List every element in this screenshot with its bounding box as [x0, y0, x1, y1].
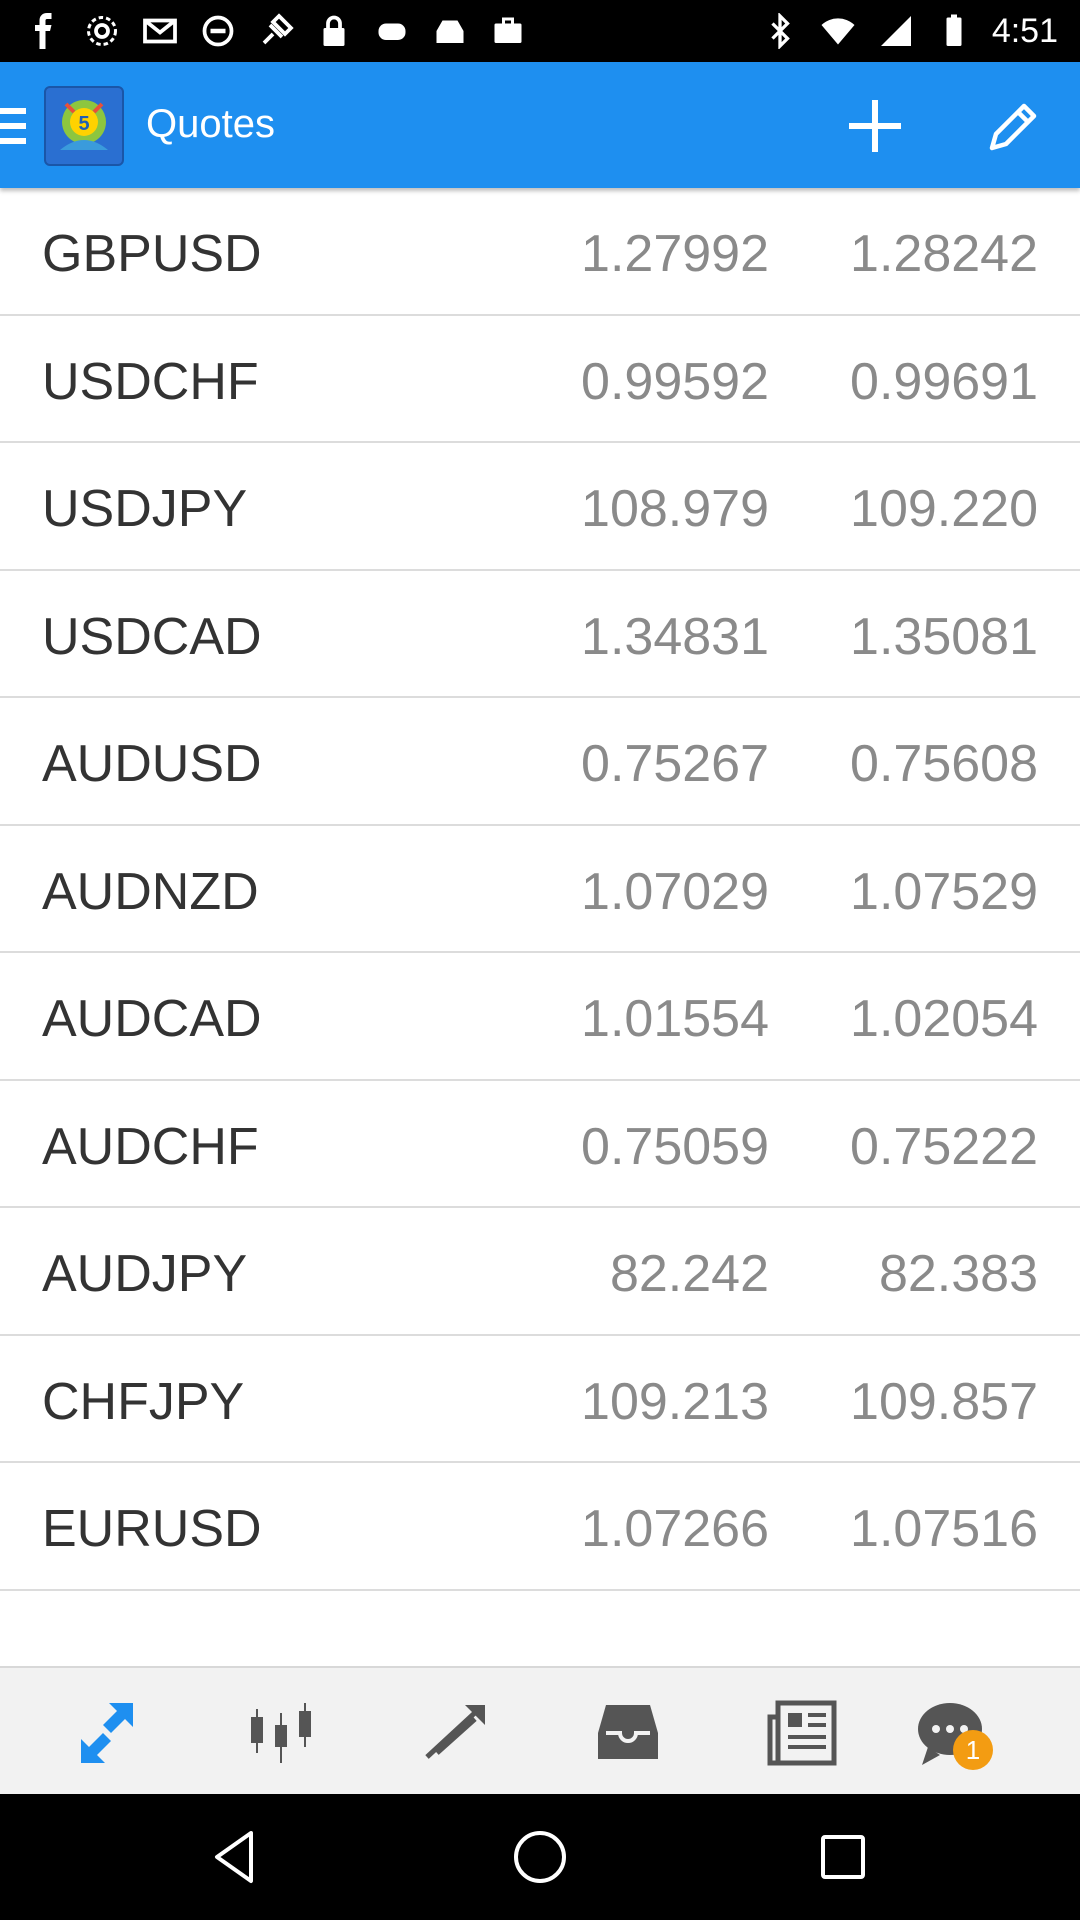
inbox-check-icon [430, 11, 470, 51]
quote-row-usdchf[interactable]: USDCHF 0.99592 0.99691 [0, 316, 1080, 443]
home-button[interactable] [505, 1822, 575, 1892]
nav-charts-button[interactable] [236, 1688, 326, 1778]
bottom-navigation: 1 [0, 1666, 1080, 1794]
wifi-icon [818, 11, 858, 51]
trade-icon [425, 1705, 485, 1759]
ask-price: 0.75608 [850, 735, 1038, 793]
ask-price: 0.99691 [850, 352, 1038, 411]
recents-square-icon [821, 1835, 865, 1879]
quote-row-audjpy[interactable]: AUDJPY 82.242 82.383 [0, 1208, 1080, 1336]
symbol-name: USDJPY [42, 480, 248, 538]
back-button[interactable] [202, 1822, 272, 1892]
symbol-name: AUDCAD [42, 990, 262, 1048]
quote-row-audusd[interactable]: AUDUSD 0.75267 0.75608 [0, 698, 1080, 826]
notification-icons [24, 10, 528, 52]
ask-price: 109.857 [850, 1372, 1038, 1431]
blocked-icon [198, 11, 238, 51]
symbol-name: USDCAD [42, 607, 262, 666]
symbol-name: AUDUSD [42, 735, 262, 793]
quote-row-audchf[interactable]: AUDCHF 0.75059 0.75222 [0, 1081, 1080, 1208]
add-symbol-button[interactable] [843, 94, 907, 158]
status-bar: 4:51 [0, 0, 1080, 62]
history-inbox-icon [598, 1705, 658, 1759]
symbol-name: CHFJPY [42, 1372, 245, 1431]
charts-candles-icon [251, 1703, 311, 1763]
app-logo-icon[interactable]: 5 [44, 86, 124, 166]
nav-quotes-button[interactable] [62, 1688, 152, 1778]
chat-unread-badge: 1 [953, 1730, 993, 1770]
quote-row-audcad[interactable]: AUDCAD 1.01554 1.02054 [0, 953, 1080, 1081]
symbol-name: AUDNZD [42, 862, 259, 921]
nav-history-button[interactable] [583, 1688, 673, 1778]
symbol-name: GBPUSD [42, 225, 262, 283]
bid-price: 1.01554 [581, 990, 769, 1048]
bid-price: 0.75059 [581, 1117, 769, 1176]
game-controller-icon [372, 11, 412, 51]
ask-price: 109.220 [850, 480, 1038, 538]
nav-chat-button[interactable]: 1 [905, 1688, 995, 1778]
bid-price: 1.07266 [581, 1500, 769, 1558]
bid-price: 109.213 [581, 1372, 769, 1431]
action-bar: 5 Quotes [0, 62, 1080, 188]
ask-price: 1.35081 [850, 607, 1038, 666]
lock-icon [314, 11, 354, 51]
edit-button[interactable] [982, 94, 1046, 158]
ask-price: 1.02054 [850, 990, 1038, 1048]
symbol-name: EURUSD [42, 1500, 262, 1558]
clock: 4:51 [991, 11, 1058, 50]
quote-row-usdcad[interactable]: USDCAD 1.34831 1.35081 [0, 571, 1080, 698]
home-circle-icon [514, 1831, 566, 1883]
system-icons: 4:51 [760, 10, 1058, 52]
pencil-icon [989, 103, 1037, 151]
back-triangle-icon [215, 1831, 253, 1883]
symbol-name: USDCHF [42, 352, 259, 411]
ask-price: 1.28242 [850, 225, 1038, 283]
ask-price: 82.383 [878, 1245, 1038, 1303]
quote-row-gbpusd[interactable]: GBPUSD 1.27992 1.28242 [0, 188, 1080, 316]
nav-news-button[interactable] [757, 1688, 847, 1778]
nav-trade-button[interactable] [410, 1688, 500, 1778]
svg-text:5: 5 [78, 113, 89, 135]
news-icon [767, 1700, 837, 1766]
facebook-icon [24, 11, 64, 51]
fake-gps-icon [256, 11, 296, 51]
system-navigation-bar [0, 1794, 1080, 1920]
quotes-list: GBPUSD 1.27992 1.28242 USDCHF 0.99592 0.… [0, 188, 1080, 1591]
ask-price: 1.07516 [850, 1500, 1038, 1558]
quote-row-usdjpy[interactable]: USDJPY 108.979 109.220 [0, 443, 1080, 571]
symbol-name: AUDCHF [42, 1117, 259, 1176]
ask-price: 0.75222 [850, 1117, 1038, 1176]
bid-price: 1.07029 [581, 862, 769, 921]
bid-price: 0.75267 [581, 735, 769, 793]
bid-price: 1.27992 [581, 225, 769, 283]
ask-price: 1.07529 [850, 862, 1038, 921]
plus-icon [849, 100, 901, 152]
battery-icon [934, 11, 974, 51]
menu-icon[interactable] [0, 108, 26, 144]
quotes-arrows-icon [81, 1703, 133, 1763]
bluetooth-icon [760, 11, 800, 51]
recents-button[interactable] [808, 1822, 878, 1892]
bid-price: 1.34831 [581, 607, 769, 666]
symbol-name: AUDJPY [42, 1245, 248, 1303]
briefcase-icon [488, 11, 528, 51]
quote-row-audnzd[interactable]: AUDNZD 1.07029 1.07529 [0, 826, 1080, 953]
bid-price: 82.242 [609, 1245, 769, 1303]
bid-price: 0.99592 [581, 352, 769, 411]
signal-icon [876, 11, 916, 51]
bid-price: 108.979 [581, 480, 769, 538]
quote-row-eurusd[interactable]: EURUSD 1.07266 1.07516 [0, 1463, 1080, 1591]
gmail-icon [140, 11, 180, 51]
settings-gear-icon [82, 11, 122, 51]
page-title: Quotes [146, 102, 275, 146]
quote-row-chfjpy[interactable]: CHFJPY 109.213 109.857 [0, 1336, 1080, 1463]
